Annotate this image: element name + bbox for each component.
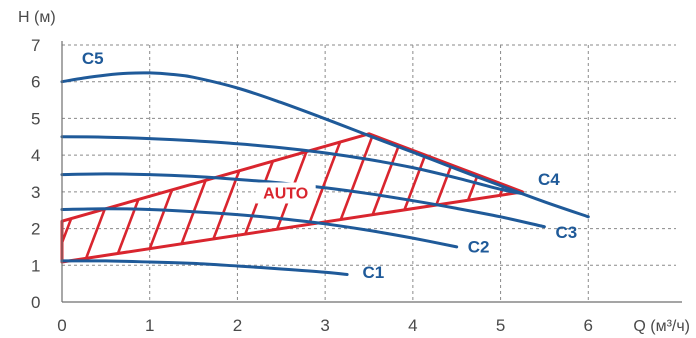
auto-hatch-line: [632, 5, 696, 322]
auto-hatch-line: [572, 5, 692, 322]
auto-hatch-line: [390, 133, 514, 262]
x-tick-label: 5: [496, 316, 505, 335]
curve-label-c1: C1: [363, 263, 385, 282]
x-tick-label: 3: [320, 316, 329, 335]
auto-hatch-line: [300, 133, 424, 262]
x-tick-label: 0: [57, 316, 66, 335]
auto-hatch-line: [692, 5, 696, 322]
x-axis-label: Q (м³/ч): [633, 318, 690, 335]
auto-hatch-line: [150, 133, 274, 262]
curve-c4: [60, 135, 524, 196]
axes: 0 1 2 3 4 5 6 7 0 1 2 3 4 5 6 H (м) Q (м³/ч): [18, 9, 690, 335]
y-tick-label: 4: [31, 146, 40, 165]
y-tick-label: 1: [31, 256, 40, 275]
x-tick-label: 2: [233, 316, 242, 335]
curve-c5: [60, 71, 590, 219]
curve-c2: [60, 207, 459, 249]
y-tick-label: 5: [31, 109, 40, 128]
auto-hatch-line: [180, 133, 304, 262]
curve-label-c3: C3: [555, 223, 577, 242]
curve-label-c4: C4: [538, 170, 560, 189]
auto-label-background: [255, 182, 316, 204]
y-tick-label: 0: [31, 293, 40, 312]
auto-hatch-line: [542, 5, 662, 322]
auto-hatch-line: [270, 133, 394, 262]
auto-hatch-line: [662, 5, 696, 322]
x-tick-label: 1: [145, 316, 154, 335]
auto-hatch-line: [480, 133, 523, 262]
auto-hatch-line: [0, 5, 2, 322]
y-tick-label: 3: [31, 183, 40, 202]
auto-hatch-line: [120, 133, 244, 262]
auto-hatch-line: [62, 133, 94, 262]
y-tick-label: 2: [31, 220, 40, 239]
auto-hatch-line: [510, 133, 523, 262]
auto-hatch-line: [0, 5, 32, 322]
x-tick-label: 6: [584, 316, 593, 335]
y-tick-label: 7: [31, 36, 40, 55]
y-axis-label: H (м): [18, 9, 56, 26]
auto-hatch-line: [602, 5, 696, 322]
auto-hatch-line: [62, 133, 184, 262]
x-tick-label: 4: [408, 316, 417, 335]
curve-c1: [60, 259, 349, 276]
auto-hatch-line: [90, 133, 214, 262]
auto-hatch-line: [240, 133, 364, 262]
auto-label: AUTO: [263, 185, 308, 202]
auto-hatch-line: [450, 133, 523, 262]
curve-label-c5: C5: [82, 49, 104, 68]
y-tick-label: 6: [31, 73, 40, 92]
auto-hatch-line: [360, 133, 484, 262]
auto-hatch-line: [210, 133, 334, 262]
curve-label-c2: C2: [468, 237, 490, 256]
labels: C1 C2 C3 C4 C5 AUTO: [82, 49, 577, 282]
